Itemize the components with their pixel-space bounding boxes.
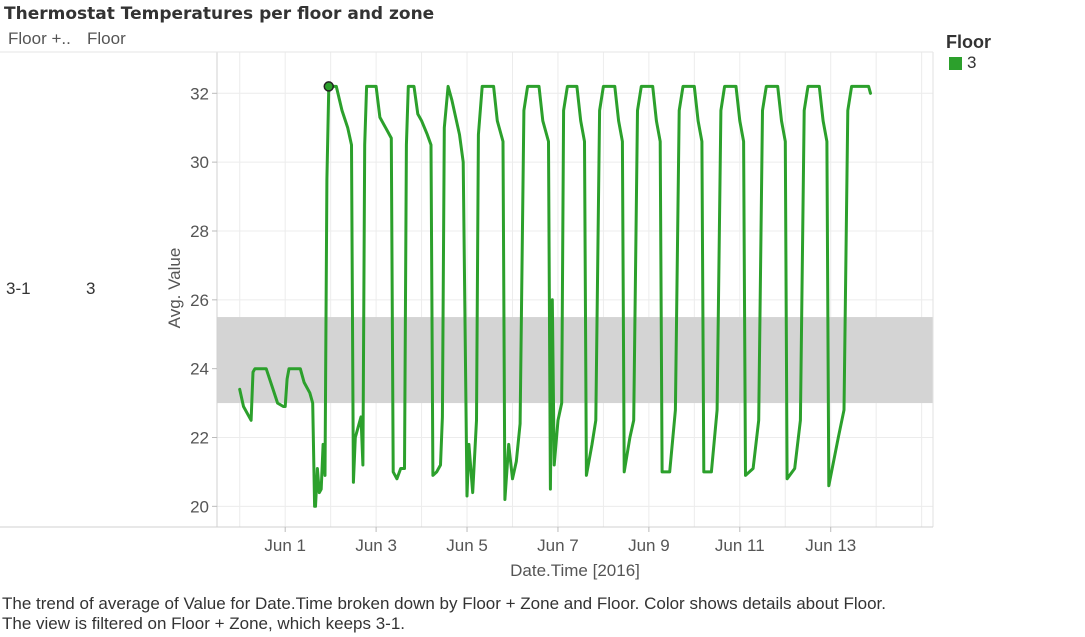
x-tick-label: Jun 11 <box>715 536 765 555</box>
x-tick-label: Jun 5 <box>446 536 488 555</box>
y-tick-label: 22 <box>190 429 209 448</box>
y-tick-label: 28 <box>190 222 209 241</box>
chart-frame <box>0 51 934 528</box>
row-header-floor-zone[interactable]: Floor +.. <box>8 29 71 48</box>
legend-title: Floor <box>946 32 991 52</box>
y-axis-title: Avg. Value <box>165 248 184 329</box>
x-tick-label: Jun 7 <box>537 536 579 555</box>
series-line-floor-3 <box>238 84 872 508</box>
highlight-marker <box>323 81 335 92</box>
chart-caption: The trend of average of Value for Date.T… <box>2 594 886 633</box>
reference-band-rect <box>217 317 933 404</box>
row-value-floor: 3 <box>86 279 96 298</box>
y-tick-label: 20 <box>190 497 209 516</box>
row-value-floor-zone: 3-1 <box>6 279 31 298</box>
legend-label[interactable]: 3 <box>967 53 977 72</box>
x-tick-label: Jun 1 <box>264 536 306 555</box>
y-tick-label: 24 <box>190 360 209 379</box>
series-group <box>238 84 872 508</box>
x-tick-label: Jun 9 <box>628 536 670 555</box>
y-tick-label: 30 <box>190 153 209 172</box>
x-axis-title: Date.Time [2016] <box>510 561 640 580</box>
reference-band <box>217 317 933 404</box>
y-axis-ticks: 20 22 24 26 28 30 32 <box>190 84 217 516</box>
x-axis-ticks: Jun 1 Jun 3 Jun 5 Jun 7 Jun 9 Jun 11 Jun 13 <box>264 527 856 555</box>
legend-swatch[interactable] <box>949 57 962 70</box>
y-tick-label: 32 <box>190 84 209 103</box>
row-header-floor[interactable]: Floor <box>87 29 126 48</box>
highlight-marker-group <box>323 81 335 92</box>
chart-title: Thermostat Temperatures per floor and zo… <box>4 4 435 24</box>
x-tick-label: Jun 3 <box>355 536 397 555</box>
y-tick-label: 26 <box>190 291 209 310</box>
x-tick-label: Jun 13 <box>805 536 856 555</box>
